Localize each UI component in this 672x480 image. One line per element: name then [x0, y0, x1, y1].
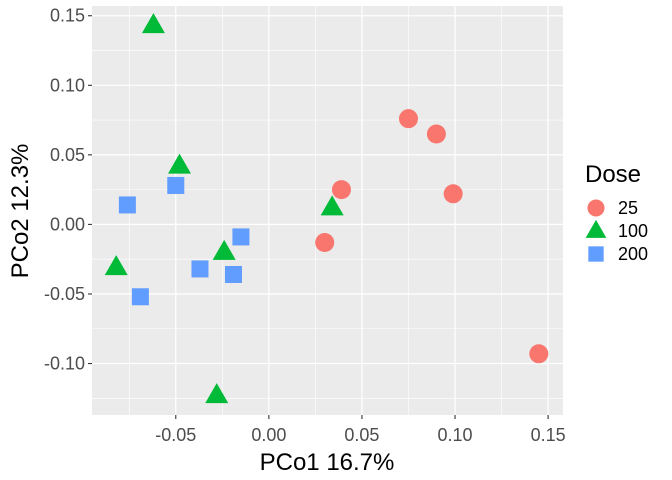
data-point-dose-100: [141, 13, 165, 34]
data-point-dose-25: [529, 344, 549, 364]
data-point-dose-100: [212, 239, 236, 260]
data-point-dose-25: [331, 180, 351, 200]
data-point-dose-200: [224, 265, 242, 283]
data-point-dose-200: [118, 196, 136, 214]
y-tick-label: 0.10: [50, 75, 85, 95]
data-point-dose-100: [205, 383, 229, 404]
data-point-dose-25: [398, 109, 418, 129]
legend: Dose 25 100 200: [585, 161, 648, 264]
y-tick-label: 0.00: [50, 214, 85, 234]
data-point-dose-200: [167, 176, 185, 194]
x-tick-label: 0.00: [251, 425, 286, 445]
legend-key-25: [587, 199, 605, 217]
legend-label: 25: [618, 198, 638, 218]
legend-label: 200: [618, 244, 648, 264]
x-tick-label: 0.10: [438, 425, 473, 445]
y-tick-label: -0.10: [44, 354, 85, 374]
data-point-dose-200: [191, 260, 209, 278]
y-tick-label: -0.05: [44, 284, 85, 304]
y-tick-label: 0.15: [50, 6, 85, 26]
x-tick-label: -0.05: [155, 425, 196, 445]
legend-key-100: [585, 219, 607, 238]
x-tick-label: 0.15: [531, 425, 566, 445]
data-points: [104, 13, 549, 404]
data-point-dose-200: [131, 288, 149, 306]
legend-key-200: [588, 246, 604, 262]
legend-title: Dose: [585, 161, 641, 188]
axes: -0.05 0.00 0.05 0.10 0.15 -0.10 -0.05 0.00 0.05 0…: [44, 6, 566, 445]
data-point-dose-25: [315, 232, 335, 252]
x-tick-label: 0.05: [344, 425, 379, 445]
x-axis-title: PCo1 16.7%: [260, 449, 395, 476]
data-point-dose-25: [443, 184, 463, 204]
y-tick-label: 0.05: [50, 145, 85, 165]
data-point-dose-100: [104, 255, 128, 276]
legend-label: 100: [618, 221, 648, 241]
data-point-dose-25: [426, 124, 446, 144]
data-point-dose-100: [167, 153, 191, 174]
y-axis-title: PCo2 12.3%: [7, 144, 34, 279]
data-point-dose-200: [232, 228, 250, 246]
data-point-dose-100: [320, 195, 344, 216]
